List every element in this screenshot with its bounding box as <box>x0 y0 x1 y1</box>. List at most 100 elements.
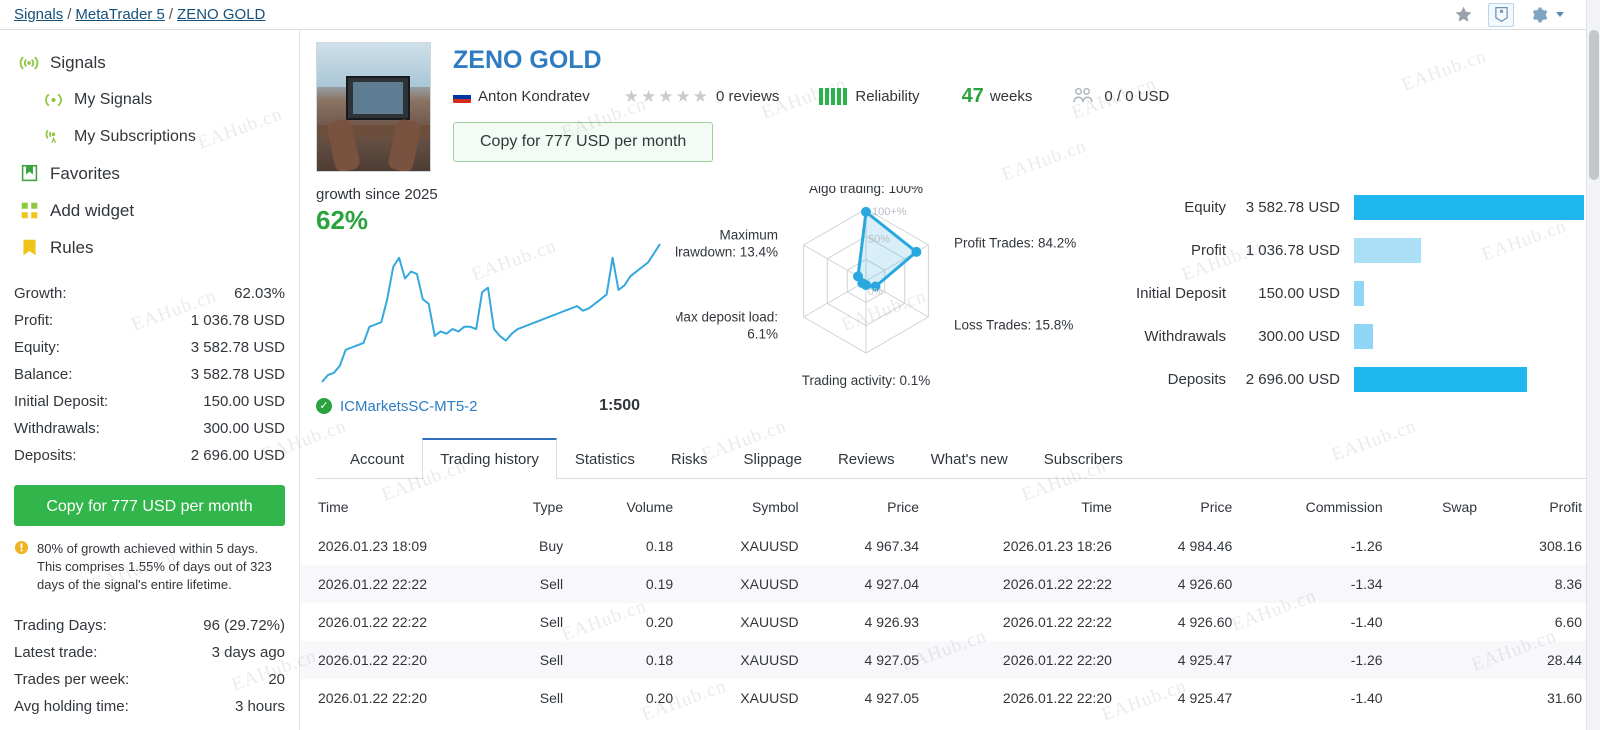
sidebar-item-my-signals[interactable]: My Signals <box>14 81 285 118</box>
table-body: 2026.01.23 18:09 Buy 0.18 XAUUSD 4 967.3… <box>300 527 1600 717</box>
widget-icon[interactable] <box>1488 2 1514 27</box>
account-value: 2 696.00 USD <box>1245 371 1340 388</box>
sidebar-item-label: Rules <box>50 237 94 257</box>
tab-subscribers[interactable]: Subscribers <box>1043 451 1123 468</box>
account-bar-track <box>1354 324 1584 349</box>
stat-value: 20 <box>268 671 285 688</box>
sidebar-item-my-subscriptions[interactable]: My Subscriptions <box>14 118 285 155</box>
sidebar-item-label: Add widget <box>50 200 135 220</box>
tab-reviews[interactable]: Reviews <box>837 451 895 468</box>
breadcrumb-item-signals[interactable]: Signals <box>14 6 64 23</box>
cell-type: Sell <box>539 652 564 668</box>
table-row[interactable]: 2026.01.23 18:09 Buy 0.18 XAUUSD 4 967.3… <box>300 527 1600 565</box>
cell-price-close: 4 984.46 <box>1177 538 1233 554</box>
svg-text:0%: 0% <box>868 287 883 298</box>
sidebar-item-add-widget[interactable]: Add widget <box>14 192 285 229</box>
account-value: 3 582.78 USD <box>1245 199 1340 216</box>
cell-commission: -1.40 <box>1350 690 1383 706</box>
growth-percent: 62% <box>316 205 369 235</box>
signal-author[interactable]: Anton Kondratev <box>478 88 590 105</box>
svg-text:Maximum: Maximum <box>719 228 778 243</box>
account-row: Withdrawals 300.00 USD <box>1086 315 1584 358</box>
column-header-swap[interactable]: Swap <box>1442 499 1478 515</box>
cell-symbol: XAUUSD <box>740 538 799 554</box>
column-header-type[interactable]: Type <box>532 499 564 515</box>
chevron-down-icon[interactable] <box>1556 12 1564 17</box>
star-icon: ★ <box>675 87 691 106</box>
table-row[interactable]: 2026.01.22 22:20 Sell 0.20 XAUUSD 4 927.… <box>300 679 1600 717</box>
breadcrumb-item-metatrader5[interactable]: MetaTrader 5 <box>75 6 165 23</box>
cell-time-open: 2026.01.22 22:22 <box>318 614 427 630</box>
stat-label: Growth: <box>14 285 67 302</box>
cell-time-close: 2026.01.22 22:22 <box>1002 576 1112 592</box>
stat-value: 3 days ago <box>211 644 285 661</box>
svg-text:Loss Trades: 15.8%: Loss Trades: 15.8% <box>954 318 1073 333</box>
table-row[interactable]: 2026.01.22 22:20 Sell 0.18 XAUUSD 4 927.… <box>300 641 1600 679</box>
copy-subscription-button[interactable]: Copy for 777 USD per month <box>453 122 714 162</box>
verified-icon: ✓ <box>316 398 332 414</box>
cell-type: Sell <box>539 576 564 592</box>
cell-swap <box>1401 565 1495 603</box>
weeks-number: 47 <box>961 85 984 107</box>
account-value: 150.00 USD <box>1258 285 1340 302</box>
account-label: Deposits <box>1167 371 1226 388</box>
tab-whats-new[interactable]: What's new <box>930 451 1008 468</box>
column-header-time-open[interactable]: Time <box>318 499 349 515</box>
sidebar-item-signals[interactable]: Signals <box>14 44 285 81</box>
page-scrollbar[interactable] <box>1586 0 1600 730</box>
gear-icon[interactable] <box>1528 4 1550 26</box>
growth-chart[interactable] <box>316 238 676 393</box>
breadcrumb-item-zeno-gold[interactable]: ZENO GOLD <box>177 6 266 23</box>
stat-label: Profit: <box>14 312 54 329</box>
sidebar-copy-button[interactable]: Copy for 777 USD per month <box>14 485 285 526</box>
account-bar-track <box>1354 281 1584 306</box>
account-label: Equity <box>1184 199 1226 216</box>
tab-statistics[interactable]: Statistics <box>574 451 635 468</box>
reviews-count[interactable]: 0 reviews <box>716 88 780 105</box>
sidebar-stat-row: Balance: 3 582.78 USD <box>14 361 285 388</box>
cell-swap <box>1401 641 1495 679</box>
sidebar-stat-row: Initial Deposit: 150.00 USD <box>14 388 285 415</box>
stat-label: Trading Days: <box>14 617 107 634</box>
tab-account[interactable]: Account <box>350 451 405 468</box>
column-header-commission[interactable]: Commission <box>1305 499 1383 515</box>
cell-profit: 308.16 <box>1539 538 1582 554</box>
svg-text:100+%: 100+% <box>872 206 907 218</box>
cell-profit: 8.36 <box>1554 576 1582 592</box>
stat-value: 3 582.78 USD <box>190 366 285 383</box>
tab-risks[interactable]: Risks <box>670 451 708 468</box>
column-header-time-close[interactable]: Time <box>1081 499 1112 515</box>
cell-swap <box>1401 603 1495 641</box>
table-row[interactable]: 2026.01.22 22:22 Sell 0.20 XAUUSD 4 926.… <box>300 603 1600 641</box>
table-row[interactable]: 2026.01.22 22:22 Sell 0.19 XAUUSD 4 927.… <box>300 565 1600 603</box>
cell-time-close: 2026.01.23 18:26 <box>1002 538 1112 554</box>
sidebar-item-favorites[interactable]: Favorites <box>14 155 285 192</box>
cell-commission: -1.34 <box>1350 576 1383 592</box>
cell-time-open: 2026.01.22 22:22 <box>318 576 427 592</box>
sidebar-item-rules[interactable]: Rules <box>14 229 285 266</box>
tab-trading-history[interactable]: Trading history <box>422 438 557 479</box>
rating-stars[interactable]: ★ ★ ★ ★ ★ <box>624 88 708 105</box>
star-icon[interactable] <box>1452 4 1474 26</box>
sidebar-item-label: My Signals <box>74 90 153 108</box>
column-header-price-close[interactable]: Price <box>1200 499 1233 515</box>
account-bar <box>1354 238 1421 263</box>
subscribers-count: 0 / 0 USD <box>1104 88 1170 105</box>
stat-label: Withdrawals: <box>14 420 100 437</box>
tab-slippage[interactable]: Slippage <box>743 451 802 468</box>
column-header-profit[interactable]: Profit <box>1549 499 1582 515</box>
rules-icon <box>18 237 40 259</box>
account-row: Equity 3 582.78 USD <box>1086 186 1584 229</box>
stat-value: 96 (29.72%) <box>203 617 285 634</box>
cell-price-open: 4 927.04 <box>864 576 920 592</box>
column-header-price-open[interactable]: Price <box>887 499 920 515</box>
account-bar <box>1354 281 1364 306</box>
column-header-symbol[interactable]: Symbol <box>751 499 799 515</box>
column-header-volume[interactable]: Volume <box>626 499 674 515</box>
broker-name[interactable]: ICMarketsSC-MT5-2 <box>340 397 478 415</box>
scrollbar-thumb[interactable] <box>1589 30 1599 180</box>
cell-commission: -1.26 <box>1350 652 1383 668</box>
account-bar <box>1354 367 1527 392</box>
growth-caption: growth since 2025 <box>316 186 438 203</box>
subscribers-icon <box>1072 86 1094 108</box>
